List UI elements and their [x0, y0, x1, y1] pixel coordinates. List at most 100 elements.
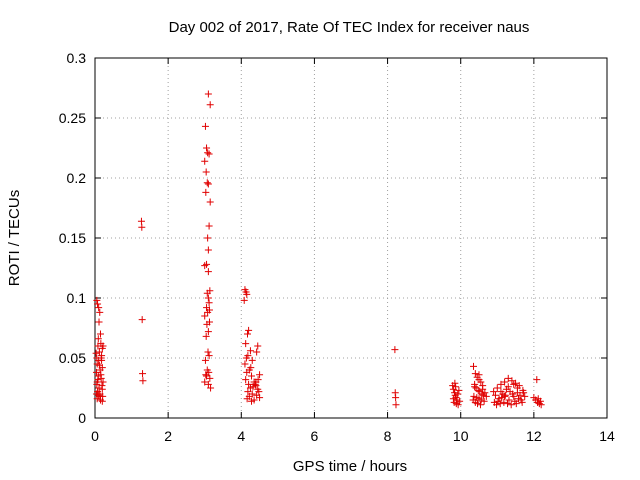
data-point	[201, 262, 209, 270]
data-point	[481, 389, 489, 397]
grid-lines	[95, 58, 607, 418]
y-tick-label: 0.3	[67, 50, 87, 66]
data-point	[204, 328, 212, 336]
data-point	[512, 379, 520, 387]
chart-title: Day 002 of 2017, Rate Of TEC Index for r…	[169, 19, 530, 36]
data-point	[479, 385, 487, 393]
data-point	[474, 386, 482, 394]
data-point	[478, 390, 486, 398]
data-point	[245, 326, 253, 334]
data-point	[205, 352, 213, 360]
data-point	[514, 395, 522, 403]
data-point	[253, 348, 261, 356]
y-tick-label: 0.1	[67, 290, 87, 306]
data-point	[96, 308, 104, 316]
data-point	[243, 368, 251, 376]
data-point	[533, 376, 541, 384]
data-point	[249, 383, 257, 391]
data-point	[241, 360, 249, 368]
data-point	[490, 388, 498, 396]
data-point	[392, 394, 400, 402]
data-point	[505, 396, 513, 404]
data-point	[95, 318, 103, 326]
x-tick-label: 8	[384, 428, 392, 444]
data-point	[139, 370, 147, 378]
data-point	[454, 390, 462, 398]
data-point	[247, 364, 255, 372]
data-point	[139, 377, 147, 385]
data-point	[504, 374, 512, 382]
data-point	[252, 378, 260, 386]
data-point	[455, 386, 463, 394]
data-point	[242, 354, 250, 362]
data-point	[491, 391, 499, 399]
x-tick-label: 0	[91, 428, 99, 444]
data-point	[449, 395, 457, 403]
data-point	[246, 347, 254, 355]
data-point	[94, 335, 102, 343]
data-point	[204, 180, 212, 188]
data-point	[536, 397, 544, 405]
data-point	[534, 398, 542, 406]
x-axis-tick-labels: 0 2 4 6 8 10 12 14	[91, 428, 615, 444]
data-point	[501, 392, 509, 400]
data-point	[92, 368, 100, 376]
data-point	[243, 290, 251, 298]
data-point	[477, 396, 485, 404]
data-point	[500, 398, 508, 406]
data-point	[498, 394, 506, 402]
data-point	[508, 377, 516, 385]
data-point	[202, 371, 210, 379]
data-point	[510, 380, 518, 388]
data-point	[513, 384, 521, 392]
data-point	[203, 289, 211, 297]
data-point	[95, 304, 103, 312]
data-point	[256, 394, 264, 402]
data-point	[493, 384, 501, 392]
data-point	[206, 101, 214, 109]
data-point	[204, 149, 212, 157]
data-point	[203, 179, 211, 187]
data-point	[496, 400, 504, 408]
data-point	[204, 90, 212, 98]
data-point	[204, 380, 212, 388]
data-point	[509, 390, 517, 398]
data-point	[456, 397, 464, 405]
data-point	[92, 349, 100, 357]
data-point	[95, 361, 103, 369]
x-tick-label: 12	[526, 428, 542, 444]
data-point	[203, 320, 211, 328]
data-point	[203, 144, 211, 152]
data-point	[242, 340, 250, 348]
data-point	[205, 299, 213, 307]
data-point	[97, 354, 105, 362]
data-point	[471, 370, 479, 378]
data-point	[202, 188, 210, 196]
data-point	[504, 400, 512, 408]
data-point	[206, 198, 214, 206]
data-point	[202, 332, 210, 340]
data-point	[92, 390, 100, 398]
data-point	[520, 389, 528, 397]
data-point	[205, 150, 213, 158]
data-point	[497, 388, 505, 396]
data-point	[137, 217, 145, 225]
data-point	[205, 306, 213, 314]
data-point	[256, 371, 264, 379]
data-point	[201, 122, 209, 130]
data-point	[392, 401, 400, 409]
data-point	[451, 379, 459, 387]
y-tick-label: 0.25	[59, 110, 86, 126]
data-point	[243, 395, 251, 403]
data-point	[93, 296, 101, 304]
data-point	[501, 378, 509, 386]
data-point	[138, 223, 146, 231]
data-point	[507, 401, 515, 409]
data-point	[201, 378, 209, 386]
data-point	[475, 371, 483, 379]
y-tick-label: 0	[78, 410, 86, 426]
x-tick-label: 2	[164, 428, 172, 444]
data-point	[201, 356, 209, 364]
data-point	[138, 316, 146, 324]
